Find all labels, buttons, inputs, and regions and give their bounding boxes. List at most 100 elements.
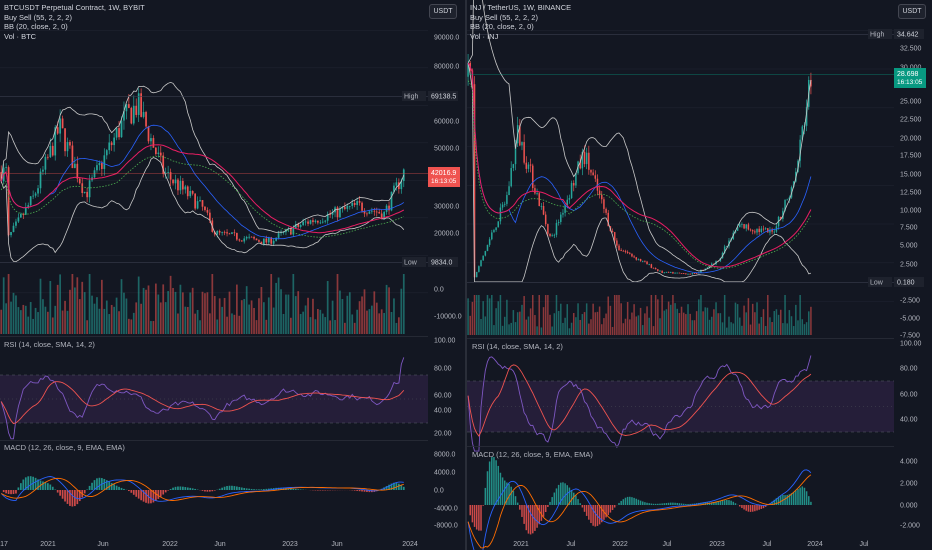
right-rsi-tick: 100.00 [900, 341, 922, 348]
left-candle-body [27, 205, 30, 208]
left-macd-histogram-bar [169, 488, 172, 490]
right-candle-body [538, 193, 540, 207]
left-macd-histogram-bar [69, 490, 71, 506]
right-price-tick: 15.000 [900, 172, 922, 179]
left-candle-body [39, 171, 42, 189]
left-volume-bar [294, 296, 297, 334]
left-macd-histogram-bar [56, 490, 59, 493]
right-macd-histogram-bar [523, 505, 525, 524]
right-volume-bar [605, 313, 607, 335]
right-macd-histogram-bar [756, 505, 758, 511]
right-candle-body [723, 246, 726, 253]
left-candle-body [302, 221, 304, 226]
right-macd-histogram-bar [723, 500, 726, 505]
right-macd-histogram-bar [469, 505, 471, 516]
right-candle-body [566, 199, 569, 206]
left-macd-histogram-bar [189, 487, 192, 490]
right-grid-line [467, 68, 894, 70]
left-macd-histogram-bar [184, 487, 187, 490]
left-candle-body [140, 93, 142, 117]
left-candle-body [336, 207, 339, 218]
right-currency-button[interactable]: USDT [898, 4, 926, 19]
left-macd-histogram-bar [250, 488, 253, 490]
right-volume-bar [564, 317, 566, 335]
right-candle-body [611, 231, 614, 233]
right-candle-body [629, 252, 631, 254]
left-candle-body [236, 232, 238, 240]
right-volume-bar [687, 304, 689, 335]
left-candle-body [248, 236, 250, 238]
left-candle-body [120, 120, 123, 138]
right-low-line [467, 282, 894, 283]
right-macd-histogram-bar [754, 505, 756, 512]
right-price-tick: 25.000 [900, 99, 922, 106]
right-macd-histogram-bar [532, 505, 534, 534]
left-volume-bar [206, 292, 209, 334]
left-volume-bar [378, 313, 381, 334]
right-price-tick: 12.500 [900, 190, 922, 197]
left-grid-line [0, 142, 428, 144]
right-volume-bar [767, 295, 769, 335]
left-volume-bar [373, 291, 376, 334]
left-macd-histogram-bar [186, 487, 189, 490]
left-volume-bar [42, 299, 44, 334]
left-volume-bar [260, 287, 263, 334]
left-macd-histogram-bar [292, 488, 295, 490]
right-macd-histogram-bar [743, 505, 745, 510]
right-volume-bar [639, 307, 642, 335]
right-macd-histogram-bar [719, 500, 722, 505]
left-macd-histogram-bar [245, 488, 248, 490]
left-macd-histogram-bar [64, 490, 66, 502]
left-candle-body [282, 232, 285, 233]
left-volume-bar [191, 287, 194, 334]
left-candle-body [186, 186, 189, 197]
left-volume-bar [307, 297, 309, 334]
left-macd-histogram-bar [182, 486, 184, 490]
left-rsi-tick: 40.00 [434, 408, 452, 415]
right-grid-line [467, 146, 894, 147]
left-candle-body [395, 182, 398, 186]
right-volume-bar [721, 322, 724, 335]
right-volume-bar [691, 320, 694, 335]
left-macd-histogram-bar [258, 489, 260, 490]
left-volume-bar [250, 300, 253, 334]
left-candle-body [22, 214, 25, 215]
left-price-tick: 20000.0 [434, 231, 459, 238]
right-volume-bar [562, 322, 564, 335]
left-candle-body [17, 217, 20, 222]
right-x-axis-label: 2021 [513, 541, 529, 548]
right-candle-body [767, 228, 769, 233]
right-macd-histogram-bar [514, 496, 517, 505]
right-macd-histogram-bar [622, 499, 625, 505]
right-volume-bar [609, 305, 612, 335]
right-candle-body [687, 273, 689, 275]
left-candle-body [245, 236, 248, 239]
right-rsi-separator [467, 338, 894, 339]
left-macd-histogram-bar [201, 490, 204, 491]
left-volume-bar [196, 309, 199, 334]
right-macd-histogram-bar [779, 495, 782, 505]
left-volume-bar [108, 314, 111, 334]
right-candle-body [650, 264, 653, 268]
right-candle-body [583, 151, 586, 165]
right-volume-bar [568, 328, 571, 335]
left-candle-body [378, 211, 381, 214]
left-macd-histogram-bar [162, 490, 165, 495]
right-macd-histogram-bar [637, 499, 640, 505]
left-volume-bar [314, 319, 317, 334]
right-macd-histogram-bar [641, 501, 644, 505]
right-macd-histogram-bar [713, 502, 715, 505]
left-currency-button[interactable]: USDT [429, 4, 457, 19]
right-macd-histogram-bar [652, 503, 655, 505]
right-candle-body [784, 200, 786, 211]
left-rsi-tick: 100.00 [434, 338, 456, 345]
left-candle-body [78, 178, 81, 184]
right-macd-histogram-bar [799, 487, 801, 505]
left-volume-bar [145, 289, 147, 334]
left-indicator-buysell: Buy Sell (55, 2, 2, 2) [4, 12, 72, 22]
right-candle-body [626, 251, 629, 253]
right-candle-body [508, 186, 510, 196]
left-macd-histogram-bar [123, 488, 125, 490]
left-candle-body [155, 147, 157, 154]
